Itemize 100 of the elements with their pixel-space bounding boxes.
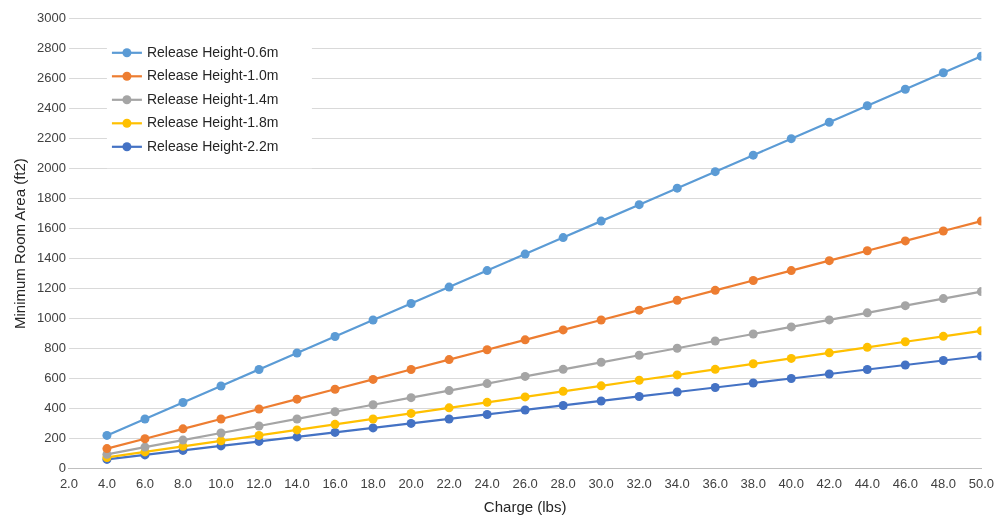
point — [786, 373, 796, 383]
point — [482, 409, 492, 419]
x-tick-label: 50.0 — [968, 475, 995, 491]
point — [330, 384, 340, 394]
point — [748, 329, 758, 339]
x-tick-label: 24.0 — [474, 475, 500, 491]
point — [748, 378, 758, 388]
point — [292, 348, 302, 358]
point — [292, 414, 302, 424]
point — [786, 134, 796, 144]
point — [862, 342, 872, 352]
point — [368, 423, 378, 433]
point — [862, 364, 872, 374]
point — [330, 419, 340, 429]
point — [938, 68, 948, 78]
point — [558, 386, 568, 396]
point — [748, 275, 758, 285]
x-tick-label: 10.0 — [208, 475, 234, 491]
point — [672, 370, 682, 380]
point — [406, 418, 416, 428]
point — [406, 364, 416, 374]
point — [178, 435, 188, 445]
x-tick-label: 22.0 — [436, 475, 462, 491]
point — [444, 282, 454, 292]
x-tick-label: 40.0 — [778, 475, 804, 491]
point — [596, 216, 606, 226]
point — [368, 374, 378, 384]
point — [900, 337, 910, 347]
point — [482, 266, 492, 276]
point — [406, 393, 416, 403]
x-axis-title: Charge (lbs) — [483, 498, 567, 516]
point — [900, 301, 910, 311]
point — [824, 348, 834, 358]
y-tick-label: 0 — [58, 459, 66, 475]
y-tick-label: 3000 — [37, 10, 66, 26]
point — [558, 364, 568, 374]
point — [900, 360, 910, 370]
point — [292, 425, 302, 435]
point — [748, 359, 758, 369]
legend-label: Release Height-2.2m — [146, 137, 279, 154]
y-axis-title: Minimum Room Area (ft2) — [11, 158, 29, 330]
x-tick-label: 44.0 — [854, 475, 880, 491]
point — [900, 84, 910, 94]
point — [558, 400, 568, 410]
point — [634, 350, 644, 360]
y-tick-label: 1800 — [37, 190, 66, 206]
x-tick-label: 36.0 — [702, 475, 728, 491]
y-tick-label: 2200 — [37, 130, 66, 146]
y-tick-label: 1200 — [37, 280, 66, 296]
point — [634, 391, 644, 401]
y-tick-label: 200 — [44, 430, 66, 445]
y-tick-label: 400 — [44, 400, 66, 416]
legend-label: Release Height-1.0m — [146, 67, 279, 84]
point — [368, 414, 378, 424]
point — [102, 444, 112, 454]
point — [672, 387, 682, 397]
x-tick-label: 18.0 — [360, 475, 386, 491]
point — [672, 183, 682, 193]
x-tick-label: 46.0 — [892, 475, 918, 491]
point — [938, 226, 948, 236]
point — [938, 294, 948, 304]
x-tick-label: 20.0 — [398, 475, 424, 491]
x-tick-label: 2.0 — [59, 475, 78, 491]
point — [330, 427, 340, 437]
y-tick-label: 1400 — [37, 250, 66, 266]
y-tick-label: 2600 — [37, 70, 66, 86]
point — [824, 315, 834, 325]
point — [178, 397, 188, 407]
point — [558, 233, 568, 243]
point — [520, 249, 530, 259]
point — [672, 295, 682, 305]
point — [292, 394, 302, 404]
point — [444, 386, 454, 396]
x-tick-label: 34.0 — [664, 475, 690, 491]
x-tick-label: 48.0 — [930, 475, 956, 491]
point — [786, 353, 796, 363]
x-tick-label: 26.0 — [512, 475, 538, 491]
point — [444, 414, 454, 424]
point — [824, 369, 834, 379]
legend-label: Release Height-1.8m — [146, 114, 279, 131]
legend-label: Release Height-1.4m — [146, 90, 279, 107]
point — [254, 430, 264, 440]
point — [140, 442, 150, 452]
point — [786, 266, 796, 276]
x-tick-label: 6.0 — [135, 475, 154, 491]
point — [710, 382, 720, 392]
point — [520, 335, 530, 345]
point — [444, 355, 454, 365]
x-tick-label: 14.0 — [284, 475, 310, 491]
y-tick-label: 2000 — [37, 160, 66, 176]
point — [482, 379, 492, 389]
point — [634, 375, 644, 385]
point — [710, 336, 720, 346]
y-tick-label: 1000 — [37, 310, 66, 326]
point — [406, 299, 416, 309]
point — [938, 356, 948, 365]
point — [672, 343, 682, 353]
x-tick-label: 8.0 — [173, 475, 193, 491]
x-tick-label: 30.0 — [588, 475, 614, 491]
point — [786, 322, 796, 332]
